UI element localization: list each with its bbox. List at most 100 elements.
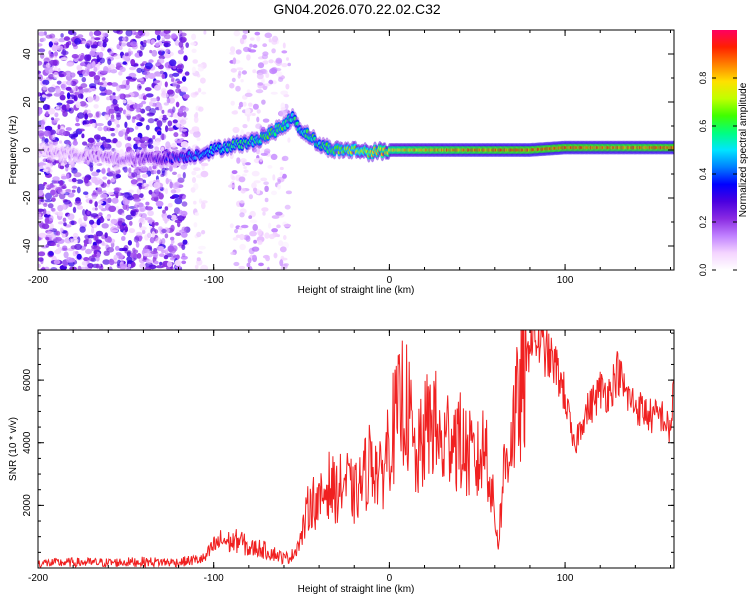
noise-speck (131, 77, 138, 81)
noise-speck (78, 128, 85, 132)
noise-speck (129, 66, 136, 71)
y-tick-label: 6000 (22, 369, 33, 392)
noise-speck (56, 45, 64, 51)
noise-speck (196, 137, 201, 142)
noise-speck (172, 119, 178, 124)
noise-speck (281, 50, 288, 54)
noise-speck (239, 243, 246, 251)
noise-speck (157, 130, 162, 136)
noise-speck (114, 110, 122, 114)
noise-speck (110, 132, 116, 137)
noise-speck (51, 44, 58, 52)
noise-speck (121, 212, 125, 217)
colorbar-tick-label: 0.6 (698, 120, 708, 133)
noise-speck (256, 109, 261, 114)
noise-speck (191, 126, 200, 132)
noise-speck (61, 233, 66, 238)
noise-speck (158, 55, 166, 60)
spectrogram-x-ticks: -200 -100 0 100 (28, 30, 671, 286)
noise-speck (60, 83, 66, 89)
noise-speck (60, 205, 69, 209)
noise-speck (59, 165, 65, 170)
noise-speck (134, 114, 142, 121)
noise-speck (177, 173, 181, 179)
noise-speck (255, 89, 264, 94)
noise-speck (122, 109, 127, 115)
noise-speck (108, 50, 114, 56)
noise-speck (76, 253, 82, 260)
noise-speck (55, 105, 60, 110)
noise-speck (172, 72, 180, 77)
noise-speck (71, 185, 78, 189)
spectrogram-x-label: Height of straight line (km) (298, 285, 415, 296)
noise-speck (45, 67, 54, 74)
noise-speck (135, 241, 140, 248)
noise-speck (262, 43, 268, 48)
noise-speck (107, 69, 111, 73)
noise-speck (271, 190, 277, 196)
noise-speck (275, 71, 283, 77)
noise-speck (140, 197, 145, 201)
noise-speck (83, 123, 91, 128)
noise-speck (251, 246, 260, 252)
noise-speck (200, 264, 209, 270)
noise-speck (130, 179, 138, 185)
noise-speck (191, 48, 197, 53)
noise-speck (268, 222, 272, 229)
noise-speck (200, 170, 209, 178)
noise-speck (154, 146, 160, 152)
noise-speck (193, 131, 201, 138)
noise-speck (48, 251, 54, 256)
noise-speck (76, 205, 84, 210)
noise-speck (64, 164, 70, 168)
noise-speck (52, 211, 59, 214)
noise-speck (257, 240, 263, 245)
noise-speck (151, 231, 156, 238)
noise-speck (126, 103, 130, 111)
noise-speck (249, 37, 255, 41)
noise-speck (134, 211, 142, 217)
noise-speck (38, 108, 43, 115)
noise-speck (203, 30, 207, 35)
noise-speck (97, 126, 103, 132)
noise-speck (51, 197, 56, 203)
noise-speck (148, 59, 154, 63)
noise-speck (50, 117, 55, 121)
noise-speck (123, 94, 132, 98)
noise-speck (174, 197, 183, 205)
noise-speck (181, 244, 186, 251)
noise-speck (256, 188, 261, 195)
noise-speck (147, 143, 151, 148)
noise-speck (271, 48, 276, 54)
noise-speck (60, 57, 68, 61)
noise-speck (165, 188, 168, 195)
noise-speck (182, 107, 189, 112)
noise-speck (165, 48, 171, 54)
y-tick-label: 2000 (22, 494, 33, 517)
noise-speck (232, 175, 236, 181)
noise-speck (194, 91, 199, 95)
noise-speck (181, 253, 186, 258)
noise-speck (70, 245, 78, 250)
noise-speck (283, 235, 287, 240)
noise-speck (161, 88, 167, 94)
noise-speck (131, 261, 136, 268)
noise-speck (93, 249, 98, 255)
noise-speck (181, 201, 188, 207)
noise-speck (139, 226, 147, 231)
noise-speck (71, 189, 76, 193)
noise-speck (198, 245, 206, 250)
noise-speck (265, 255, 270, 262)
y-tick-label: -40 (22, 238, 33, 253)
noise-speck (279, 110, 288, 117)
noise-speck (95, 256, 100, 262)
noise-speck (57, 221, 64, 225)
noise-speck (172, 171, 177, 175)
noise-speck (230, 46, 236, 53)
noise-speck (180, 231, 188, 238)
noise-speck (158, 50, 162, 56)
noise-speck (124, 226, 128, 233)
noise-speck (130, 210, 136, 217)
noise-speck (143, 252, 150, 257)
noise-speck (262, 118, 270, 123)
